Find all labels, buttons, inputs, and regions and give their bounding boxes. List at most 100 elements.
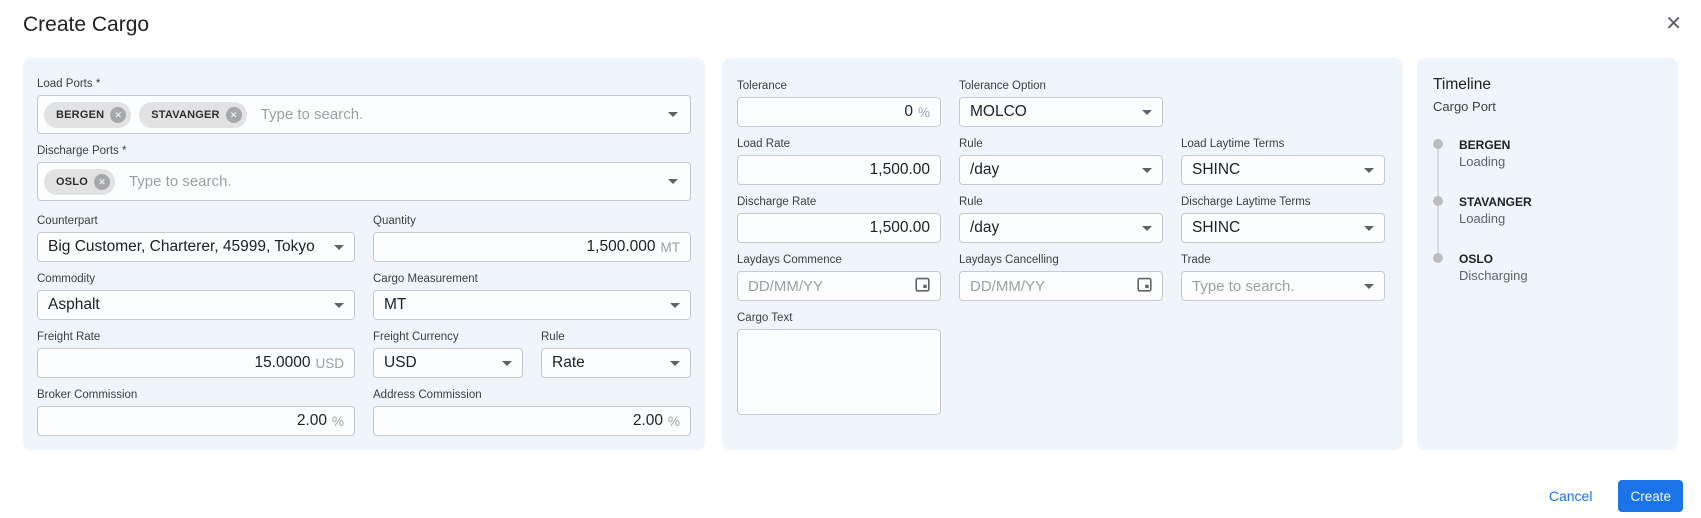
discharge-laytime-terms-label: Discharge Laytime Terms — [1181, 196, 1311, 208]
discharge-ports-input[interactable]: OSLO ✕ Type to search. — [37, 162, 691, 201]
chevron-down-icon[interactable] — [668, 112, 678, 117]
counterpart-value: Big Customer, Charterer, 45999, Tokyo — [48, 238, 315, 255]
freight-rate-value: 15.0000 — [254, 354, 311, 371]
tolerance-option-label: Tolerance Option — [959, 80, 1046, 92]
timeline-activity: Loading — [1459, 211, 1506, 226]
broker-commission-input[interactable]: 2.00 % — [37, 406, 355, 436]
page-title: Create Cargo — [23, 13, 150, 36]
chevron-down-icon[interactable] — [670, 302, 680, 308]
chevron-down-icon[interactable] — [334, 302, 344, 308]
freight-rule-select[interactable]: Rate — [541, 348, 691, 378]
timeline-subtitle: Cargo Port — [1433, 99, 1496, 114]
calendar-icon[interactable] — [915, 276, 930, 297]
chevron-down-icon[interactable] — [1364, 283, 1374, 289]
timeline-item: BERGEN Loading — [1433, 138, 1662, 170]
load-rule-value: /day — [970, 161, 1000, 178]
create-cargo-form: Load Ports * BERGEN ✕ STAVANGER ✕ Type t… — [23, 58, 1678, 450]
cancel-button[interactable]: Cancel — [1548, 488, 1593, 504]
load-ports-input[interactable]: BERGEN ✕ STAVANGER ✕ Type to search. — [37, 95, 691, 134]
load-rule-label: Rule — [959, 138, 983, 150]
timeline-port: OSLO — [1459, 252, 1494, 266]
laydays-cancelling-placeholder: DD/MM/YY — [970, 277, 1045, 295]
discharge-rule-label: Rule — [959, 196, 983, 208]
chevron-down-icon[interactable] — [502, 360, 512, 366]
laydays-cancelling-input[interactable]: DD/MM/YY — [959, 271, 1163, 301]
load-rate-input[interactable]: 1,500.00 — [737, 155, 941, 185]
quantity-label: Quantity — [373, 215, 416, 227]
commodity-value: Asphalt — [48, 296, 100, 313]
timeline-panel: Timeline Cargo Port BERGEN Loading STAVA… — [1417, 58, 1678, 450]
tolerance-value: 0 — [904, 103, 913, 120]
discharge-rule-select[interactable]: /day — [959, 213, 1163, 243]
chevron-down-icon[interactable] — [670, 360, 680, 366]
freight-currency-value: USD — [384, 354, 417, 371]
quantity-unit: MT — [660, 239, 681, 255]
cargo-measurement-value: MT — [384, 296, 407, 313]
address-commission-label: Address Commission — [373, 389, 482, 401]
trade-input[interactable]: Type to search. — [1181, 271, 1385, 301]
cargo-text-input[interactable] — [737, 329, 941, 415]
discharge-ports-label: Discharge Ports * — [37, 145, 127, 157]
address-commission-value: 2.00 — [632, 412, 663, 429]
timeline-title: Timeline — [1433, 76, 1491, 93]
port-chip: BERGEN ✕ — [44, 101, 132, 128]
chip-remove-icon[interactable]: ✕ — [110, 106, 127, 123]
timeline-dot-icon — [1433, 253, 1443, 263]
timeline-activity: Loading — [1459, 154, 1506, 169]
trade-placeholder: Type to search. — [1192, 277, 1295, 295]
freight-currency-select[interactable]: USD — [373, 348, 523, 378]
port-chip: OSLO ✕ — [44, 168, 115, 195]
load-laytime-terms-value: SHINC — [1192, 161, 1241, 178]
port-chip: STAVANGER ✕ — [139, 101, 247, 128]
chevron-down-icon[interactable] — [1364, 225, 1374, 231]
timeline-list: BERGEN Loading STAVANGER Loading OSLO Di… — [1433, 138, 1662, 284]
tolerance-label: Tolerance — [737, 80, 787, 92]
port-chip-label: BERGEN — [56, 108, 105, 121]
timeline-activity: Discharging — [1459, 268, 1528, 283]
calendar-icon[interactable] — [1137, 276, 1152, 297]
discharge-laytime-terms-select[interactable]: SHINC — [1181, 213, 1385, 243]
close-icon[interactable]: ✕ — [1665, 13, 1682, 35]
port-chip-label: OSLO — [56, 175, 88, 188]
trade-label: Trade — [1181, 254, 1211, 266]
cargo-main-section: Load Ports * BERGEN ✕ STAVANGER ✕ Type t… — [23, 58, 705, 450]
discharge-rule-value: /day — [970, 219, 1000, 236]
laydays-commence-input[interactable]: DD/MM/YY — [737, 271, 941, 301]
timeline-item: STAVANGER Loading — [1433, 195, 1662, 227]
create-button[interactable]: Create — [1618, 480, 1683, 512]
freight-currency-label: Freight Currency — [373, 331, 459, 343]
address-commission-input[interactable]: 2.00 % — [373, 406, 691, 436]
tolerance-option-select[interactable]: MOLCO — [959, 97, 1163, 127]
chip-remove-icon[interactable]: ✕ — [225, 106, 242, 123]
chevron-down-icon[interactable] — [668, 179, 678, 184]
cargo-measurement-select[interactable]: MT — [373, 290, 691, 320]
address-commission-unit: % — [667, 413, 680, 429]
discharge-laytime-terms-value: SHINC — [1192, 219, 1241, 236]
freight-rate-input[interactable]: 15.0000 USD — [37, 348, 355, 378]
chevron-down-icon[interactable] — [1142, 109, 1152, 115]
discharge-rate-input[interactable]: 1,500.00 — [737, 213, 941, 243]
load-rule-select[interactable]: /day — [959, 155, 1163, 185]
laydays-commence-label: Laydays Commence — [737, 254, 842, 266]
chevron-down-icon[interactable] — [1142, 225, 1152, 231]
laydays-cancelling-label: Laydays Cancelling — [959, 254, 1059, 266]
load-laytime-terms-select[interactable]: SHINC — [1181, 155, 1385, 185]
commodity-select[interactable]: Asphalt — [37, 290, 355, 320]
laydays-commence-placeholder: DD/MM/YY — [748, 277, 823, 295]
timeline-port: BERGEN — [1459, 138, 1511, 152]
tolerance-input[interactable]: 0 % — [737, 97, 941, 127]
freight-rule-label: Rule — [541, 331, 565, 343]
counterpart-select[interactable]: Big Customer, Charterer, 45999, Tokyo — [37, 232, 355, 262]
chevron-down-icon[interactable] — [1364, 167, 1374, 173]
chip-remove-icon[interactable]: ✕ — [93, 173, 110, 190]
cargo-text-label: Cargo Text — [737, 312, 793, 324]
quantity-input[interactable]: 1,500.000 MT — [373, 232, 691, 262]
discharge-rate-value: 1,500.00 — [869, 219, 930, 236]
load-rate-label: Load Rate — [737, 138, 791, 150]
chevron-down-icon[interactable] — [334, 244, 344, 250]
broker-commission-label: Broker Commission — [37, 389, 138, 401]
chevron-down-icon[interactable] — [1142, 167, 1152, 173]
timeline-dot-icon — [1433, 196, 1443, 206]
load-ports-placeholder: Type to search. — [260, 106, 364, 123]
port-chip-label: STAVANGER — [151, 108, 220, 121]
